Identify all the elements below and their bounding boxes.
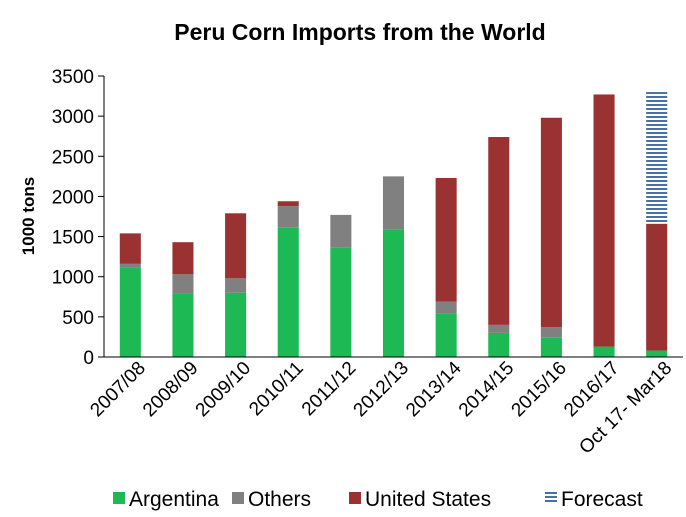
bar-segment-others bbox=[382, 176, 405, 230]
chart-title: Peru Corn Imports from the World bbox=[174, 19, 545, 45]
bar-segment-united-states bbox=[172, 242, 194, 275]
bar-segment-others bbox=[330, 214, 352, 248]
bar-segment-argentina bbox=[119, 267, 141, 357]
y-axis: 0 500 1000 1500 2000 2500 3000 3500 bbox=[52, 67, 105, 369]
y-axis-label: 1000 tons bbox=[19, 177, 38, 255]
bar-segment-others bbox=[119, 263, 141, 268]
x-tick-label: 2011/12 bbox=[298, 358, 360, 420]
bar-segment-others bbox=[488, 324, 510, 333]
y-tick-label: 1500 bbox=[52, 228, 94, 249]
bar-segment-argentina bbox=[225, 292, 247, 357]
bar-segment-united-states bbox=[488, 137, 510, 325]
y-tick-label: 2500 bbox=[52, 147, 94, 168]
y-tick-label: 3000 bbox=[52, 107, 94, 128]
x-tick-label: 2012/13 bbox=[350, 358, 413, 421]
bar-segment-united-states bbox=[277, 201, 299, 207]
x-tick-label: 2007/08 bbox=[86, 358, 149, 421]
legend-label-others: Others bbox=[248, 488, 311, 511]
bar-segment-others bbox=[172, 274, 194, 294]
x-tick-label: 2009/10 bbox=[192, 358, 255, 421]
x-tick-label: 2013/14 bbox=[402, 357, 466, 421]
bar-segment-argentina bbox=[646, 350, 668, 357]
bar-segment-argentina bbox=[277, 227, 299, 357]
x-tick-label: 2008/09 bbox=[139, 358, 202, 421]
bar-segment-others bbox=[540, 327, 562, 338]
bar-segment-united-states bbox=[593, 94, 615, 347]
bar-segment-argentina bbox=[488, 332, 510, 357]
legend-label-forecast: Forecast bbox=[561, 488, 643, 511]
bar-segment-others bbox=[225, 278, 247, 293]
bar-segment-argentina bbox=[593, 346, 615, 357]
bar-segment-argentina bbox=[382, 229, 405, 357]
x-tick-label: Oct 17- Mar18 bbox=[575, 358, 676, 459]
bar-segment-others bbox=[277, 206, 299, 228]
bar-segment-united-states bbox=[646, 223, 668, 351]
x-tick-label: 2010/11 bbox=[245, 358, 307, 420]
y-tick-label: 0 bbox=[83, 348, 94, 369]
bar-segment-united-states bbox=[540, 117, 562, 328]
bar-segment-argentina bbox=[435, 313, 457, 357]
y-tick-label: 2000 bbox=[52, 187, 94, 208]
y-tick-label: 3500 bbox=[52, 67, 94, 88]
bars bbox=[119, 92, 668, 357]
legend-label-argentina: Argentina bbox=[129, 488, 219, 511]
bar-segment-united-states bbox=[119, 233, 141, 264]
bar-segment-others bbox=[435, 301, 457, 314]
legend-swatch-united-states bbox=[349, 492, 361, 504]
x-tick-label: 2014/15 bbox=[455, 358, 518, 421]
y-tick-label: 1000 bbox=[52, 268, 94, 289]
legend-swatch-forecast bbox=[545, 492, 557, 504]
legend-label-united-states: United States bbox=[365, 488, 491, 511]
bar-segment-united-states bbox=[435, 177, 457, 302]
bar-segment-argentina bbox=[540, 337, 562, 357]
legend-swatch-others bbox=[232, 492, 244, 504]
y-tick-label: 500 bbox=[62, 308, 94, 329]
x-tick-label: 2015/16 bbox=[508, 358, 571, 421]
bar-segment-argentina bbox=[330, 247, 352, 357]
bar-segment-united-states bbox=[225, 213, 247, 279]
x-axis: 2007/082008/092009/102010/112011/122012/… bbox=[86, 356, 683, 459]
bar-segment-argentina bbox=[172, 293, 194, 357]
legend-swatch-argentina bbox=[113, 492, 125, 504]
bar-segment-forecast bbox=[646, 92, 668, 224]
legend: Argentina Others United States Forecast bbox=[113, 488, 643, 511]
